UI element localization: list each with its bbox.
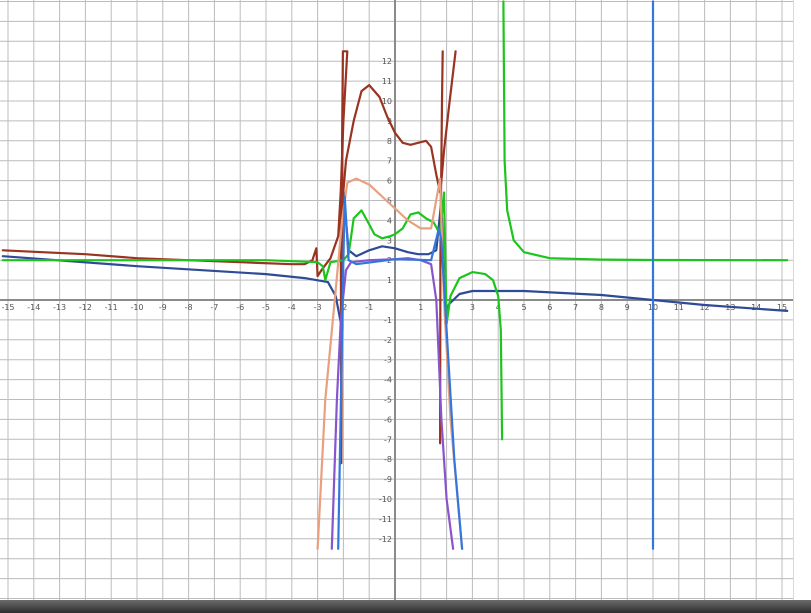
x-tick-label: 1 — [418, 303, 423, 312]
y-tick-label: 11 — [382, 77, 392, 86]
x-tick-label: 3 — [470, 303, 475, 312]
x-tick-label: 11 — [674, 303, 684, 312]
y-tick-label: 10 — [382, 97, 392, 106]
plot-curve-7 — [330, 257, 455, 550]
x-tick-label: -9 — [159, 303, 167, 312]
plot-curve-1 — [1, 189, 789, 331]
x-tick-label: 12 — [700, 303, 710, 312]
y-tick-label: -4 — [384, 376, 392, 385]
y-tick-label: -1 — [384, 316, 392, 325]
y-tick-label: -9 — [384, 475, 392, 484]
x-tick-label: 8 — [599, 303, 604, 312]
x-tick-label: 14 — [751, 303, 761, 312]
x-tick-label: -8 — [185, 303, 193, 312]
y-tick-label: -11 — [379, 515, 392, 524]
y-tick-label: -6 — [384, 415, 392, 424]
x-tick-label: 5 — [521, 303, 526, 312]
y-tick-label: -2 — [384, 336, 392, 345]
y-tick-label: 4 — [387, 216, 392, 225]
x-tick-label: -12 — [79, 303, 92, 312]
x-tick-label: -10 — [130, 303, 143, 312]
y-tick-label: 7 — [387, 157, 392, 166]
x-tick-label: -7 — [210, 303, 218, 312]
x-tick-label: -4 — [288, 303, 296, 312]
y-tick-label: -10 — [379, 495, 392, 504]
x-tick-label: -11 — [105, 303, 118, 312]
y-tick-label: -5 — [384, 396, 392, 405]
y-tick-label: -3 — [384, 356, 392, 365]
y-tick-label: -12 — [379, 535, 392, 544]
x-tick-label: -14 — [27, 303, 40, 312]
x-tick-label: -3 — [314, 303, 322, 312]
plot-curve-4 — [1, 191, 504, 441]
y-tick-label: 8 — [387, 137, 392, 146]
x-tick-label: -15 — [1, 303, 14, 312]
plot-curves — [1, 0, 789, 550]
y-tick-label: 1 — [387, 276, 392, 285]
axes — [0, 0, 793, 600]
y-tick-label: 5 — [387, 197, 392, 206]
x-tick-label: -1 — [365, 303, 373, 312]
x-tick-label: -5 — [262, 303, 270, 312]
y-tick-label: 12 — [382, 57, 392, 66]
x-tick-label: 6 — [547, 303, 552, 312]
y-tick-label: -7 — [384, 435, 392, 444]
x-tick-label: 9 — [625, 303, 630, 312]
plot-curve-5 — [502, 0, 789, 262]
x-tick-label: 15 — [777, 303, 787, 312]
y-tick-label: -8 — [384, 455, 392, 464]
y-tick-label: 6 — [387, 177, 392, 186]
taskbar-strip — [0, 600, 811, 613]
plot-border — [793, 0, 794, 600]
plot-curve-8 — [337, 195, 464, 550]
x-tick-label: -6 — [236, 303, 244, 312]
x-tick-label: -13 — [53, 303, 66, 312]
x-tick-label: 7 — [573, 303, 578, 312]
y-tick-label: 3 — [387, 236, 392, 245]
